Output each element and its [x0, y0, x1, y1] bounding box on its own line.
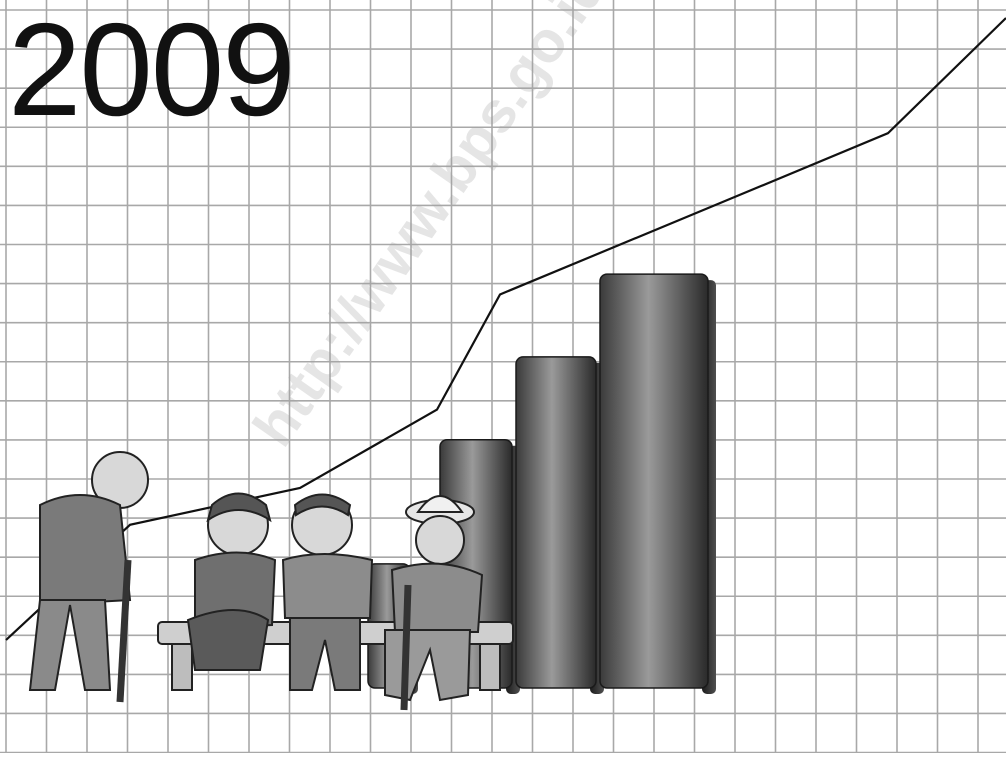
- year-label: 2009: [8, 0, 296, 143]
- trend-line-group: [5, 17, 1006, 641]
- elderly-people-on-bench-icon: [28, 451, 514, 711]
- bar-face: [599, 273, 709, 689]
- trend-line: [5, 17, 1006, 641]
- bar-face: [515, 356, 597, 689]
- bar: [599, 273, 716, 694]
- bar: [515, 356, 604, 694]
